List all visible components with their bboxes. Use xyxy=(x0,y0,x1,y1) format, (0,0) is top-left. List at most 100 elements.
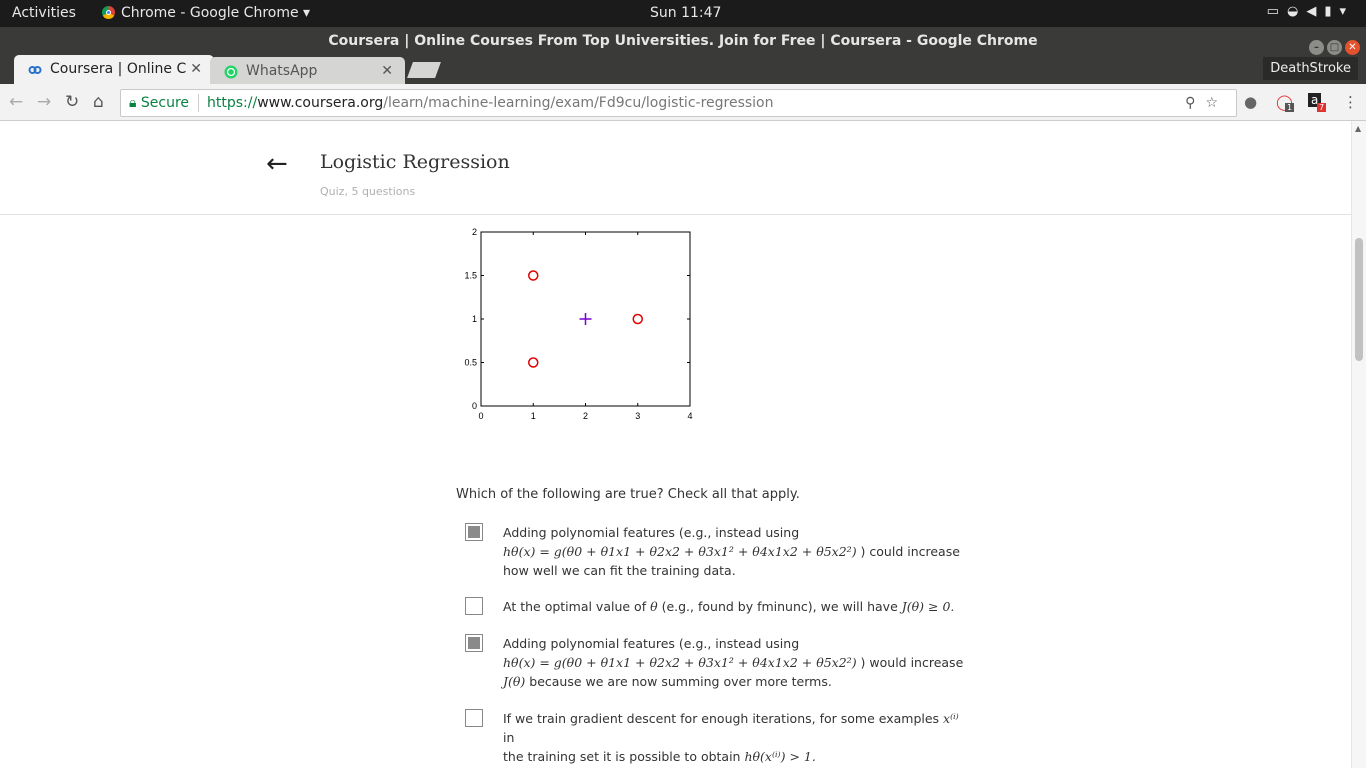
system-tray[interactable]: ▭◒◀▮▾ xyxy=(1267,4,1354,19)
x-tick-label: 2 xyxy=(583,411,588,421)
close-icon[interactable]: ✕ xyxy=(1345,39,1360,55)
zoom-icon[interactable]: ⚲ xyxy=(1185,95,1206,111)
page-scrollbar[interactable]: ▲ xyxy=(1351,121,1366,768)
chevron-down-icon: ▾ xyxy=(1339,4,1354,19)
option-text: At the optimal value of θ (e.g., found b… xyxy=(503,597,973,616)
address-bar[interactable]: 🔒︎ Secure https://www.coursera.org/learn… xyxy=(120,89,1237,117)
tab-coursera[interactable]: Coursera | Online C ✕ xyxy=(14,55,214,84)
window-title: Coursera | Online Courses From Top Unive… xyxy=(328,33,1038,49)
option-line: hθ(x) = g(θ0 + θ1x1 + θ2x2 + θ3x1² + θ4x… xyxy=(503,542,973,561)
maximize-icon[interactable]: □ xyxy=(1327,39,1342,55)
menu-icon[interactable]: ⋮ xyxy=(1343,93,1358,111)
option-text: If we train gradient descent for enough … xyxy=(503,709,973,766)
option-line: the training set it is possible to obtai… xyxy=(503,747,973,766)
star-icon[interactable]: ☆ xyxy=(1205,95,1228,111)
close-tab-icon[interactable]: ✕ xyxy=(381,63,393,79)
checkbox[interactable] xyxy=(465,523,483,541)
window-controls: – □ ✕ xyxy=(1306,33,1360,61)
reload-icon[interactable]: ↻ xyxy=(65,92,80,112)
math-formula: hθ(x⁽ⁱ⁾) > 1. xyxy=(744,749,816,764)
back-arrow-icon[interactable]: ← xyxy=(266,149,288,179)
option-line-text: At the optimal value of xyxy=(503,599,651,614)
lock-icon: 🔒︎ xyxy=(129,95,137,111)
checkbox[interactable] xyxy=(465,709,483,727)
close-tab-icon[interactable]: ✕ xyxy=(190,61,202,77)
url-host: www.coursera.org xyxy=(257,95,384,111)
option-line: Adding polynomial features (e.g., instea… xyxy=(503,525,800,540)
option-line-text: in xyxy=(503,730,515,745)
math-formula: θ xyxy=(650,599,658,614)
url-scheme: https:// xyxy=(207,95,258,111)
option-line: Adding polynomial features (e.g., instea… xyxy=(503,636,800,651)
option-line-text: the training set it is possible to obtai… xyxy=(503,749,745,764)
quiz-subtitle: Quiz, 5 questions xyxy=(320,185,416,198)
forward-arrow-icon[interactable]: → xyxy=(37,92,52,112)
activities-button[interactable]: Activities xyxy=(12,5,76,21)
battery-icon: ▮ xyxy=(1324,4,1340,19)
extension-bulb-icon[interactable]: ● xyxy=(1244,93,1258,111)
option-line-text: ) could increase xyxy=(856,544,960,559)
math-formula: hθ(x) = g(θ0 + θ1x1 + θ2x2 + θ3x1² + θ4x… xyxy=(503,544,857,559)
home-icon[interactable]: ⌂ xyxy=(93,92,104,112)
tab-label: Coursera | Online C xyxy=(50,61,187,77)
option-line: hθ(x) = g(θ0 + θ1x1 + θ2x2 + θ3x1² + θ4x… xyxy=(503,653,973,672)
screen-icon: ▭ xyxy=(1266,4,1287,19)
whatsapp-icon xyxy=(224,65,238,79)
tab-strip: Coursera | Online C ✕ WhatsApp ✕ xyxy=(0,55,1366,84)
math-formula: hθ(x) = g(θ0 + θ1x1 + θ2x2 + θ3x1² + θ4x… xyxy=(503,655,857,670)
option-line-text: ) would increase xyxy=(856,655,964,670)
divider xyxy=(198,94,199,112)
option-line-text: (e.g., found by fminunc), we will have xyxy=(657,599,902,614)
checkbox[interactable] xyxy=(465,597,483,615)
scatter-chart: 0 1 2 3 4 0 0.5 1 1.5 2 xyxy=(464,227,692,421)
window-title-bar: Coursera | Online Courses From Top Unive… xyxy=(0,27,1366,55)
extension-badge: 1 xyxy=(1285,103,1295,112)
checkbox[interactable] xyxy=(465,634,483,652)
quiz-header: ← Logistic Regression Quiz, 5 questions xyxy=(0,121,1352,215)
browser-toolbar: ← → ↻ ⌂ 🔒︎ Secure https://www.coursera.o… xyxy=(0,84,1366,121)
url-text[interactable]: https://www.coursera.org/learn/machine-l… xyxy=(207,90,774,116)
scrollbar-thumb[interactable] xyxy=(1355,238,1363,361)
x-tick-label: 1 xyxy=(531,411,536,421)
y-tick-label: 0.5 xyxy=(464,358,477,368)
option-text: Adding polynomial features (e.g., instea… xyxy=(503,523,973,580)
option-line: J(θ) because we are now summing over mor… xyxy=(503,672,973,691)
option-line-text: If we train gradient descent for enough … xyxy=(503,711,944,726)
math-formula: J(θ) xyxy=(503,674,526,689)
new-tab-button[interactable] xyxy=(407,62,441,78)
option-line: how well we can fit the training data. xyxy=(503,563,736,578)
page-content: ← Logistic Regression Quiz, 5 questions … xyxy=(0,121,1352,768)
back-arrow-icon[interactable]: ← xyxy=(9,92,24,112)
option-line-text: because we are now summing over more ter… xyxy=(525,674,832,689)
y-tick-label: 1 xyxy=(472,314,477,324)
tab-whatsapp[interactable]: WhatsApp ✕ xyxy=(210,57,405,84)
math-formula: x⁽ⁱ⁾ xyxy=(943,711,959,726)
secure-indicator[interactable]: 🔒︎ Secure xyxy=(129,90,189,116)
x-tick-label: 0 xyxy=(478,411,483,421)
question-text: Which of the following are true? Check a… xyxy=(456,487,800,502)
option-line: If we train gradient descent for enough … xyxy=(503,709,973,747)
extension-opera-icon[interactable]: ◯ 1 xyxy=(1276,93,1295,112)
chrome-icon xyxy=(102,6,115,19)
url-path: /learn/machine-learning/exam/Fd9cu/logis… xyxy=(383,95,774,111)
volume-icon: ◀ xyxy=(1306,4,1325,19)
profile-button[interactable]: DeathStroke xyxy=(1263,57,1358,80)
x-tick-label: 4 xyxy=(687,411,692,421)
app-menu[interactable]: Chrome - Google Chrome ▾ xyxy=(102,5,310,21)
data-point-plus xyxy=(579,313,592,325)
coursera-icon xyxy=(28,66,42,74)
data-point-circle xyxy=(528,270,539,281)
os-top-bar: Activities Chrome - Google Chrome ▾ Sun … xyxy=(0,0,1366,27)
app-menu-label: Chrome - Google Chrome xyxy=(121,5,299,21)
secure-label: Secure xyxy=(140,95,190,111)
extension-badge: 7 xyxy=(1317,103,1327,112)
scroll-up-icon[interactable]: ▲ xyxy=(1355,124,1362,133)
minimize-icon[interactable]: – xyxy=(1309,39,1324,55)
page-title: Logistic Regression xyxy=(320,151,510,173)
y-tick-label: 1.5 xyxy=(464,271,477,281)
y-tick-label: 0 xyxy=(472,401,477,411)
tab-label: WhatsApp xyxy=(246,63,318,79)
clock[interactable]: Sun 11:47 xyxy=(650,5,722,21)
x-tick-label: 3 xyxy=(635,411,640,421)
